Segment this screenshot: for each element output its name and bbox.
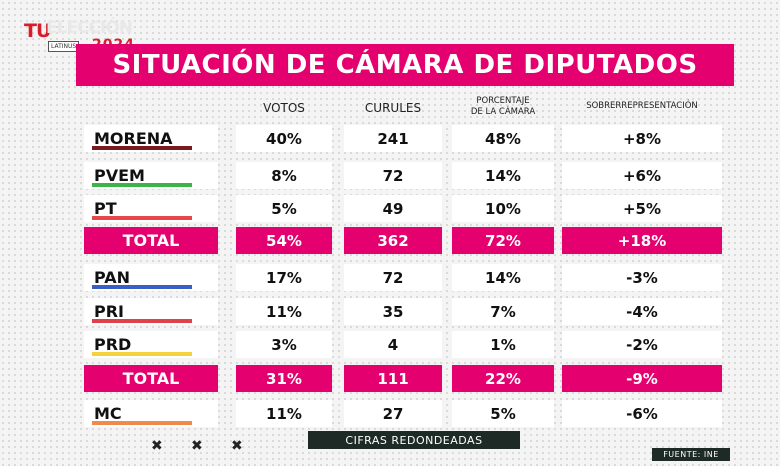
party-color-bar: [92, 216, 192, 220]
source-label: FUENTE: INE: [652, 448, 730, 461]
porcentaje-cell: 72%: [452, 227, 554, 254]
curules-cell: 35: [344, 298, 442, 325]
party-name-cell: MORENA: [84, 125, 218, 152]
curules-cell: 49: [344, 195, 442, 222]
curules-cell: 72: [344, 264, 442, 291]
porcentaje-cell: 1%: [452, 331, 554, 358]
sobre-cell: -2%: [562, 331, 722, 358]
party-name-cell: PT: [84, 195, 218, 222]
header-porcentaje-line2: DE LA CÁMARA: [470, 107, 536, 117]
votos-cell: 17%: [236, 264, 332, 291]
sobre-cell: -3%: [562, 264, 722, 291]
total-label-cell: TOTAL: [84, 365, 218, 392]
porcentaje-cell: 22%: [452, 365, 554, 392]
party-color-bar: [92, 183, 192, 187]
party-color-bar: [92, 352, 192, 356]
curules-cell: 241: [344, 125, 442, 152]
logo-tu-text: TU: [24, 20, 51, 42]
tu-eleccion-logo: TU ELECCIÓN LATINUS 2024: [24, 16, 144, 56]
votos-cell: 11%: [236, 400, 332, 427]
party-name-cell: PAN: [84, 264, 218, 291]
header-porcentaje: PORCENTAJE DE LA CÁMARA: [452, 96, 554, 118]
porcentaje-cell: 10%: [452, 195, 554, 222]
votos-cell: 3%: [236, 331, 332, 358]
party-color-bar: [92, 285, 192, 289]
votos-cell: 11%: [236, 298, 332, 325]
porcentaje-cell: 5%: [452, 400, 554, 427]
party-name-cell: MC: [84, 400, 218, 427]
sobre-cell: -4%: [562, 298, 722, 325]
porcentaje-cell: 7%: [452, 298, 554, 325]
sobre-cell: +5%: [562, 195, 722, 222]
porcentaje-cell: 48%: [452, 125, 554, 152]
header-votos: VOTOS: [263, 101, 305, 115]
header-porcentaje-line1: PORCENTAJE: [476, 96, 530, 106]
party-name-cell: PRI: [84, 298, 218, 325]
x-mark-icon: ✖: [151, 438, 163, 454]
votos-cell: 54%: [236, 227, 332, 254]
sobre-cell: +18%: [562, 227, 722, 254]
rounded-figures-note: CIFRAS REDONDEADAS: [308, 431, 520, 449]
votos-cell: 31%: [236, 365, 332, 392]
sobre-cell: -6%: [562, 400, 722, 427]
party-color-bar: [92, 146, 192, 150]
sobre-cell: -9%: [562, 365, 722, 392]
sobre-cell: +6%: [562, 162, 722, 189]
votos-cell: 8%: [236, 162, 332, 189]
party-color-bar: [92, 421, 192, 425]
party-name-cell: PRD: [84, 331, 218, 358]
logo-network-badge: LATINUS: [48, 41, 80, 52]
sobre-cell: +8%: [562, 125, 722, 152]
votos-cell: 5%: [236, 195, 332, 222]
party-color-bar: [92, 319, 192, 323]
votos-cell: 40%: [236, 125, 332, 152]
x-mark-icon: ✖: [191, 438, 203, 454]
logo-eleccion-text: ELECCIÓN: [46, 18, 133, 38]
curules-cell: 4: [344, 331, 442, 358]
total-label-cell: TOTAL: [84, 227, 218, 254]
curules-cell: 111: [344, 365, 442, 392]
curules-cell: 362: [344, 227, 442, 254]
porcentaje-cell: 14%: [452, 264, 554, 291]
x-mark-icon: ✖: [231, 438, 243, 454]
header-curules: CURULES: [364, 101, 422, 115]
curules-cell: 27: [344, 400, 442, 427]
curules-cell: 72: [344, 162, 442, 189]
header-sobrerrepresentacion: SOBRERREPRESENTACIÓN: [586, 101, 698, 111]
party-name-cell: PVEM: [84, 162, 218, 189]
page-title: SITUACIÓN DE CÁMARA DE DIPUTADOS: [76, 44, 734, 86]
porcentaje-cell: 14%: [452, 162, 554, 189]
